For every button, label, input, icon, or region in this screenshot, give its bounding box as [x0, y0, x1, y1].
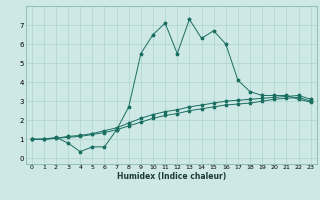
X-axis label: Humidex (Indice chaleur): Humidex (Indice chaleur) [116, 172, 226, 181]
